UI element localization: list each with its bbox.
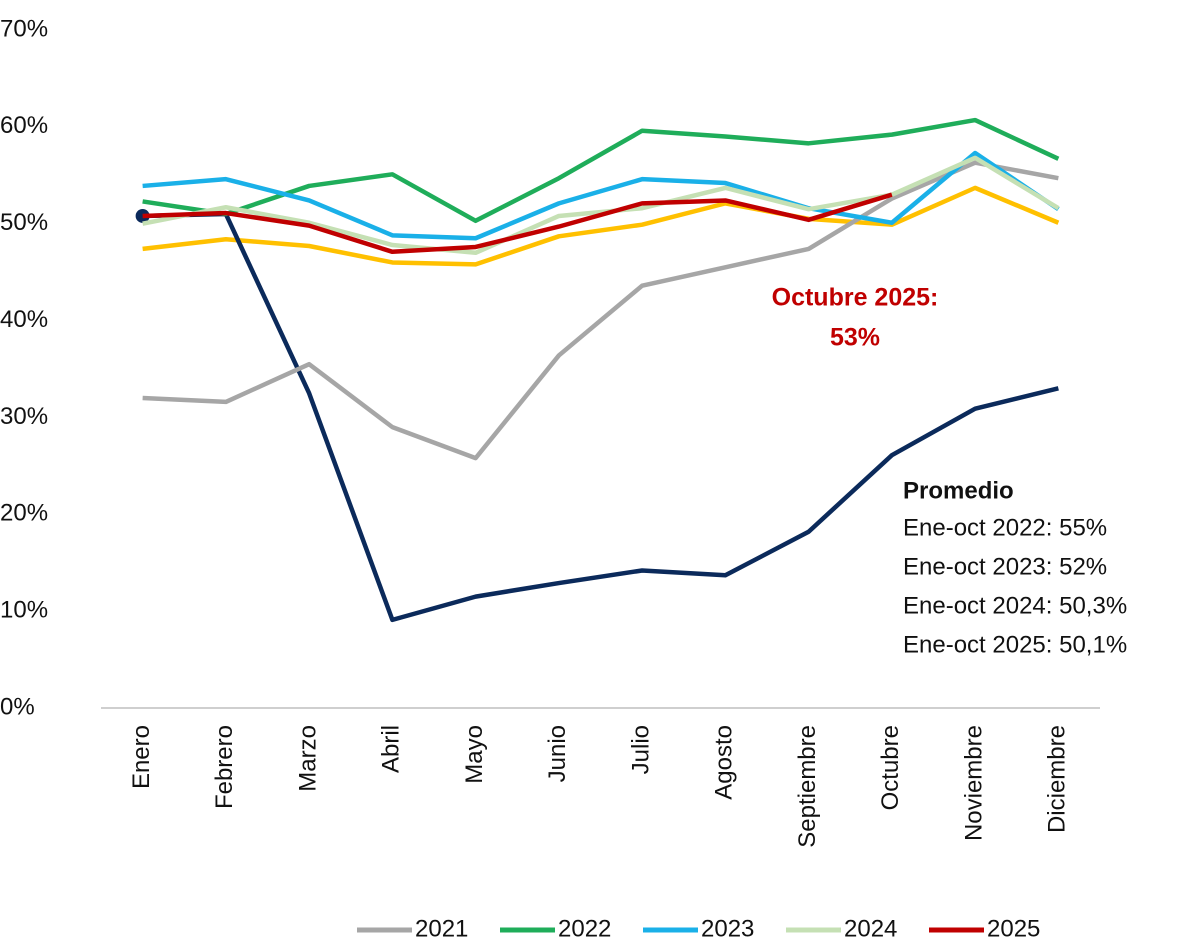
x-tick-label: Agosto (711, 725, 738, 800)
y-tick-label: 50% (0, 209, 48, 236)
x-tick-label: Junio (544, 725, 571, 782)
series-line (142, 150, 1060, 241)
y-tick-label: 10% (0, 596, 48, 623)
average-line: Ene-oct 2022: 55% (903, 514, 1107, 541)
x-tick-label: Febrero (211, 725, 238, 809)
x-tick-label: Octubre (877, 725, 904, 810)
series-line (142, 117, 1060, 224)
series-line (142, 192, 893, 255)
annotation: Octubre 2025: (772, 284, 939, 312)
series-line (142, 185, 1060, 267)
y-tick-label: 40% (0, 306, 48, 333)
legend-label: 2023 (701, 915, 754, 942)
x-tick-label: Noviembre (960, 725, 987, 841)
series-line (142, 160, 1059, 461)
x-tick-label: Mayo (461, 725, 488, 784)
x-tick-label: Diciembre (1044, 725, 1071, 833)
y-tick-label: 20% (0, 500, 48, 527)
y-tick-label: 0% (0, 693, 35, 720)
average-line: Ene-oct 2024: 50,3% (903, 592, 1127, 619)
x-tick-label: Abril (378, 725, 405, 773)
y-tick-label: 60% (0, 112, 48, 139)
x-tick-label: Marzo (294, 725, 321, 792)
y-tick-label: 30% (0, 403, 48, 430)
legend-label: 2022 (558, 915, 611, 942)
legend-label: 2025 (987, 915, 1040, 942)
annotation: 53% (830, 324, 880, 352)
legend-label: 2021 (415, 915, 468, 942)
y-tick-label: 70% (0, 15, 48, 42)
average-line: Ene-oct 2025: 50,1% (903, 631, 1127, 658)
average-line: Ene-oct 2023: 52% (903, 553, 1107, 580)
x-tick-label: Septiembre (794, 725, 821, 848)
x-tick-label: Julio (627, 725, 654, 774)
legend-label: 2024 (844, 915, 897, 942)
series-line (142, 155, 1060, 256)
average-title: Promedio (903, 477, 1014, 504)
series-line (142, 211, 1059, 623)
x-tick-label: Enero (128, 725, 155, 789)
